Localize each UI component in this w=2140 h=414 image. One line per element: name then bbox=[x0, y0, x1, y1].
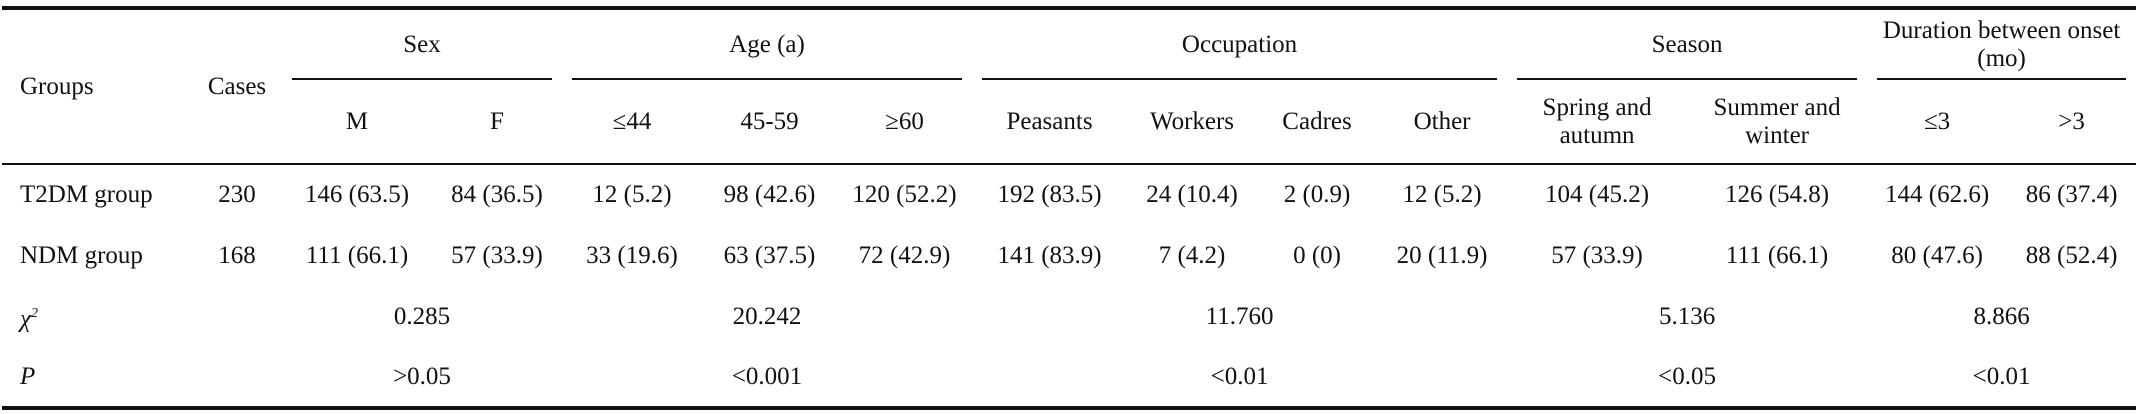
table-cell: 120 (52.2) bbox=[852, 181, 957, 208]
sub-header: Spring and autumn bbox=[1542, 93, 1652, 149]
chi-sex: 0.285 bbox=[393, 302, 451, 330]
sub-header: F bbox=[490, 107, 504, 135]
table-cell: 7 (4.2) bbox=[1158, 241, 1226, 269]
p-sex: >0.05 bbox=[393, 362, 451, 390]
table-cell: 20 (11.9) bbox=[1396, 241, 1488, 269]
table-cell: 88 (52.4) bbox=[2025, 241, 2118, 269]
table-cell: 126 (54.8) bbox=[1724, 181, 1830, 208]
p-value-row: P >0.05 <0.001 <0.01 <0.05 <0.01 bbox=[2, 347, 2137, 408]
table-cell: 111 (66.1) bbox=[305, 241, 409, 269]
chi-duration: 8.866 bbox=[1973, 302, 2030, 330]
table-cell: 63 (37.5) bbox=[723, 241, 816, 269]
col-header-cases: Cases bbox=[192, 8, 282, 165]
table-cell: 146 (63.5) bbox=[304, 181, 410, 208]
row-label: T2DM group bbox=[20, 181, 153, 208]
chi-square-row: χ2 0.285 20.242 11.760 5.136 8.866 bbox=[2, 286, 2136, 347]
p-season: <0.05 bbox=[1658, 362, 1716, 390]
empty-cell bbox=[192, 286, 282, 347]
p-occupation: <0.01 bbox=[1210, 362, 1269, 390]
sub-header: ≤3 bbox=[1923, 107, 1951, 135]
table-cell: 12 (5.2) bbox=[592, 181, 672, 208]
p-label: P bbox=[20, 362, 36, 390]
empty-cell bbox=[192, 347, 282, 408]
header-row-1: Groups Cases Sex Age (a) Occupation Seas… bbox=[2, 8, 2137, 165]
sub-header: Cadres bbox=[1282, 107, 1352, 135]
sub-header: >3 bbox=[2058, 107, 2085, 135]
group-header-age: Age (a) bbox=[562, 8, 972, 80]
sub-header: 45-59 bbox=[740, 107, 799, 135]
table-cell: 98 (42.6) bbox=[723, 181, 816, 208]
comparison-table: Groups Cases Sex Age (a) Occupation Seas… bbox=[2, 6, 2137, 410]
table-cell: 0 (0) bbox=[1293, 241, 1341, 269]
p-duration: <0.01 bbox=[1972, 362, 2031, 390]
sub-header: Workers bbox=[1149, 107, 1235, 135]
chi-superscript: 2 bbox=[31, 305, 38, 321]
group-header-occupation: Occupation bbox=[972, 8, 1507, 80]
chi-age: 20.242 bbox=[732, 302, 802, 330]
group-header-duration: Duration between onset (mo) bbox=[1867, 8, 2136, 80]
sub-header: ≥60 bbox=[885, 107, 924, 135]
table-cell: 57 (33.9) bbox=[1551, 241, 1643, 269]
p-age: <0.001 bbox=[731, 362, 803, 390]
sub-header: Other bbox=[1413, 107, 1471, 135]
table-cell: 84 (36.5) bbox=[451, 181, 543, 208]
cell-cases: 230 bbox=[218, 181, 256, 208]
col-header-groups: Groups bbox=[2, 8, 192, 165]
cell-cases: 168 bbox=[218, 241, 256, 269]
table-cell: 192 (83.5) bbox=[997, 181, 1102, 208]
table-cell: 33 (19.6) bbox=[586, 241, 678, 269]
table-row: NDM group 168 111 (66.1) 57 (33.9) 33 (1… bbox=[2, 225, 2136, 286]
table-cell: 86 (37.4) bbox=[2025, 181, 2118, 208]
table-cell: 24 (10.4) bbox=[1146, 181, 1238, 208]
table-cell: 141 (83.9) bbox=[997, 241, 1102, 269]
sub-header: Summer and winter bbox=[1713, 93, 1841, 149]
table-cell: 12 (5.2) bbox=[1402, 181, 1482, 208]
sub-header: ≤44 bbox=[612, 107, 652, 135]
table-cell: 104 (45.2) bbox=[1544, 181, 1650, 208]
chi-symbol: χ bbox=[20, 305, 31, 333]
table-cell: 2 (0.9) bbox=[1283, 181, 1351, 208]
table-cell: 72 (42.9) bbox=[858, 241, 951, 269]
group-header-sex: Sex bbox=[282, 8, 562, 80]
table-row: T2DM group 230 146 (63.5) 84 (36.5) 12 (… bbox=[2, 164, 2136, 225]
header-row-2: M F ≤44 45-59 ≥60 Peasants Workers Cadre… bbox=[2, 80, 2137, 164]
chi-season: 5.136 bbox=[1658, 302, 1716, 330]
chi-square-label: χ2 bbox=[2, 286, 192, 347]
sub-header: Peasants bbox=[1006, 107, 1093, 135]
table-cell: 80 (47.6) bbox=[1891, 241, 1983, 269]
row-label: NDM group bbox=[20, 241, 143, 269]
sub-header: M bbox=[345, 107, 369, 135]
group-header-season: Season bbox=[1507, 8, 1867, 80]
table-cell: 57 (33.9) bbox=[451, 241, 543, 269]
chi-occupation: 11.760 bbox=[1205, 302, 1274, 330]
table-cell: 144 (62.6) bbox=[1885, 181, 1990, 208]
table-cell: 111 (66.1) bbox=[1725, 241, 1829, 269]
